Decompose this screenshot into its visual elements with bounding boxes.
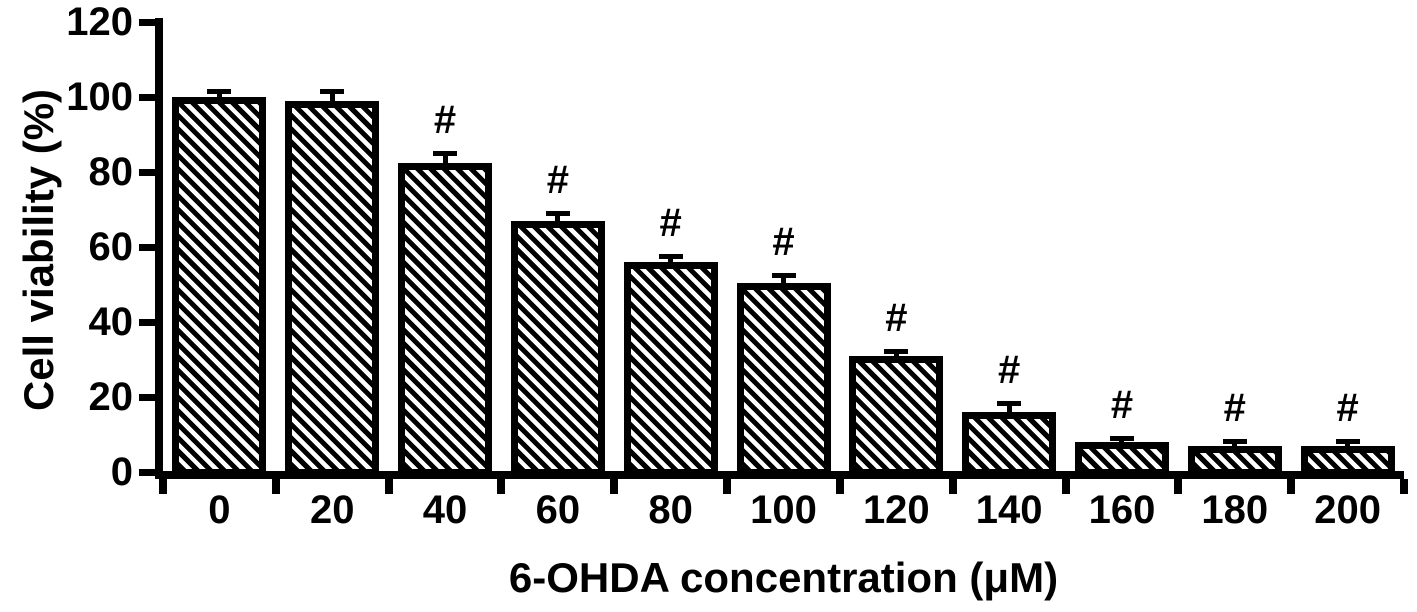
y-tick-label: 120: [66, 0, 133, 44]
significance-label: #: [546, 158, 569, 203]
x-tick-label: 40: [422, 488, 468, 532]
x-tick-label: 160: [1088, 488, 1156, 532]
significance-label: #: [998, 348, 1021, 393]
bar-100: [736, 282, 831, 476]
significance-label: #: [1223, 385, 1246, 430]
y-tick-label: 40: [88, 300, 134, 344]
x-tick-label: 180: [1201, 488, 1269, 532]
x-tick: [384, 479, 393, 494]
y-tick-label: 60: [88, 225, 134, 269]
significance-label: #: [1336, 385, 1359, 430]
x-tick-label: 60: [535, 488, 581, 532]
x-tick: [497, 479, 506, 494]
bar-40: [398, 162, 493, 476]
x-tick: [835, 479, 844, 494]
x-tick: [1061, 479, 1070, 494]
x-tick: [271, 479, 280, 494]
y-tick-label: 0: [110, 450, 133, 494]
x-tick: [159, 479, 167, 494]
error-bar-cap: [884, 348, 909, 354]
error-bar-cap: [658, 254, 683, 260]
y-tick: [139, 18, 156, 26]
y-axis-line: [155, 18, 163, 479]
bar-20: [285, 100, 380, 476]
x-axis-line: [155, 471, 1404, 479]
bar-80: [623, 262, 718, 476]
error-bar-cap: [771, 273, 796, 278]
significance-label: #: [885, 295, 908, 340]
x-tick: [723, 479, 732, 494]
error-bar-cap: [320, 89, 345, 95]
bar-60: [510, 220, 605, 476]
x-tick-label: 100: [750, 488, 817, 532]
x-tick: [1287, 479, 1296, 494]
y-tick: [139, 93, 156, 101]
x-axis-title: 6-OHDA concentration (μM): [508, 554, 1059, 601]
significance-label: #: [659, 201, 682, 246]
y-tick: [139, 468, 156, 476]
bar-140: [962, 412, 1057, 476]
error-bar-cap: [1109, 435, 1134, 441]
bar-120: [849, 355, 944, 476]
error-bar-cap: [207, 89, 232, 95]
x-tick: [1174, 479, 1183, 494]
significance-label: #: [433, 98, 457, 143]
x-tick: [1400, 479, 1408, 494]
significance-label: #: [772, 220, 795, 264]
x-tick-label: 80: [648, 488, 693, 532]
x-tick-label: 200: [1314, 488, 1381, 532]
y-tick-label: 80: [88, 150, 134, 194]
y-tick: [139, 168, 156, 176]
y-tick-label: 20: [88, 375, 134, 419]
y-tick: [139, 243, 156, 251]
error-bar-cap: [433, 151, 458, 157]
x-tick: [948, 479, 957, 494]
bar-0: [172, 97, 267, 476]
y-tick-label: 100: [66, 75, 133, 119]
error-bar-cap: [997, 401, 1022, 407]
error-bar-cap: [1335, 438, 1360, 444]
x-tick: [610, 479, 619, 494]
significance-label: #: [1110, 382, 1134, 427]
x-tick-label: 140: [975, 488, 1043, 532]
error-bar-cap: [545, 211, 570, 217]
x-tick-label: 120: [862, 488, 930, 532]
x-tick-label: 20: [309, 488, 355, 532]
error-bar-cap: [1222, 438, 1247, 444]
x-tick-label: 0: [208, 488, 231, 532]
y-tick: [139, 318, 156, 326]
y-tick: [139, 393, 156, 401]
